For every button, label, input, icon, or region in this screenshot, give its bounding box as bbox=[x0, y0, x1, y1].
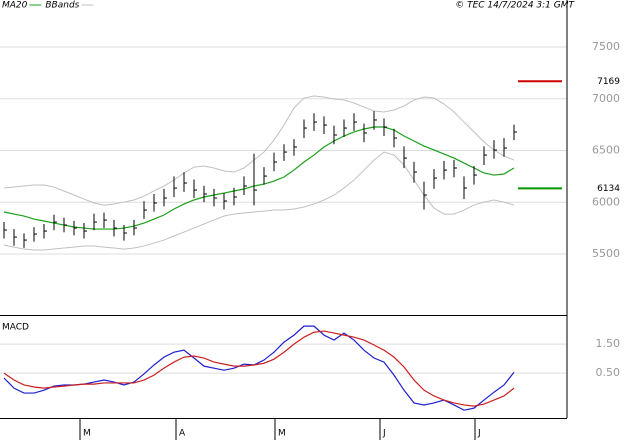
band-line bbox=[3, 95, 515, 206]
y-tick-label: 6500 bbox=[592, 144, 620, 157]
y-tick-label: 7500 bbox=[592, 40, 620, 53]
y-tick-label: 6000 bbox=[592, 195, 620, 208]
x-tick-label: M bbox=[278, 429, 286, 439]
source-note: © TEC 14/7/2024 3:1 GMT bbox=[455, 1, 575, 11]
x-tick-label: J bbox=[382, 429, 386, 439]
x-tick-label: A bbox=[179, 429, 186, 439]
macd-line bbox=[3, 325, 515, 411]
macd-line bbox=[3, 330, 515, 407]
y-tick-label: 5500 bbox=[592, 247, 620, 260]
legend-label: MA20 bbox=[2, 1, 28, 11]
band-line bbox=[3, 151, 515, 251]
x-tick-label: J bbox=[477, 429, 481, 439]
panel-title: MACD bbox=[2, 323, 29, 333]
y-tick-label: 7000 bbox=[592, 92, 620, 105]
level-label: 6134 bbox=[597, 184, 620, 194]
ma-line bbox=[3, 126, 515, 230]
y-tick-label: 0.50 bbox=[596, 366, 621, 379]
y-tick-label: 1.50 bbox=[596, 337, 621, 350]
level-label: 7169 bbox=[597, 77, 620, 87]
legend-label: BBands bbox=[45, 1, 79, 11]
x-tick-label: M bbox=[83, 429, 91, 439]
